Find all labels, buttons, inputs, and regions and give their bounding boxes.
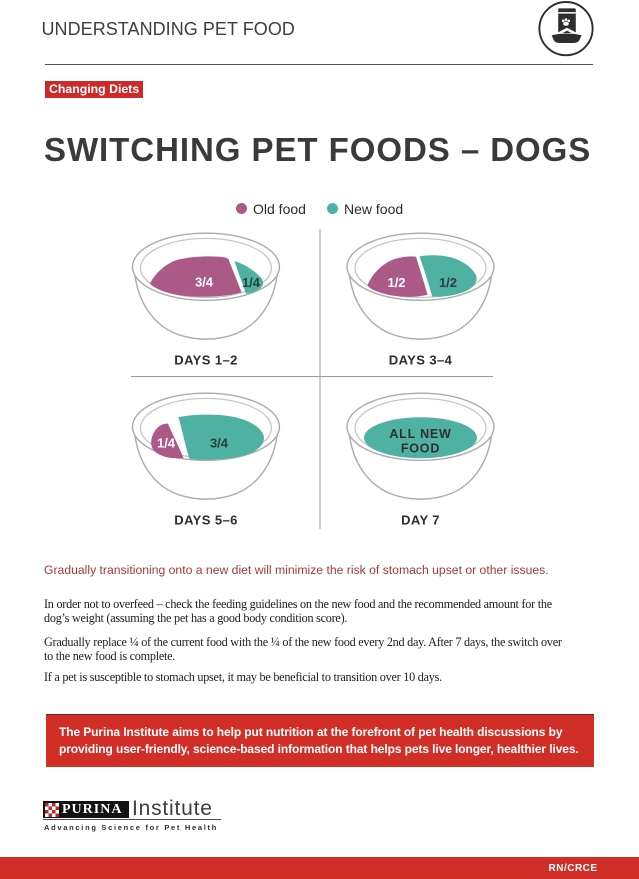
svg-text:DAY 7: DAY 7 bbox=[401, 512, 440, 527]
svg-text:FOOD: FOOD bbox=[401, 441, 440, 455]
svg-text:3/4: 3/4 bbox=[195, 274, 214, 289]
svg-text:1/4: 1/4 bbox=[242, 275, 261, 290]
svg-text:DAYS 5–6: DAYS 5–6 bbox=[174, 512, 237, 527]
svg-text:3/4: 3/4 bbox=[210, 435, 229, 450]
svg-text:1/2: 1/2 bbox=[439, 275, 457, 290]
svg-text:DAYS 1–2: DAYS 1–2 bbox=[174, 352, 237, 367]
svg-text:DAYS 3–4: DAYS 3–4 bbox=[389, 352, 453, 367]
svg-text:1/2: 1/2 bbox=[387, 275, 405, 290]
svg-text:ALL NEW: ALL NEW bbox=[389, 427, 451, 441]
svg-text:1/4: 1/4 bbox=[157, 435, 176, 450]
